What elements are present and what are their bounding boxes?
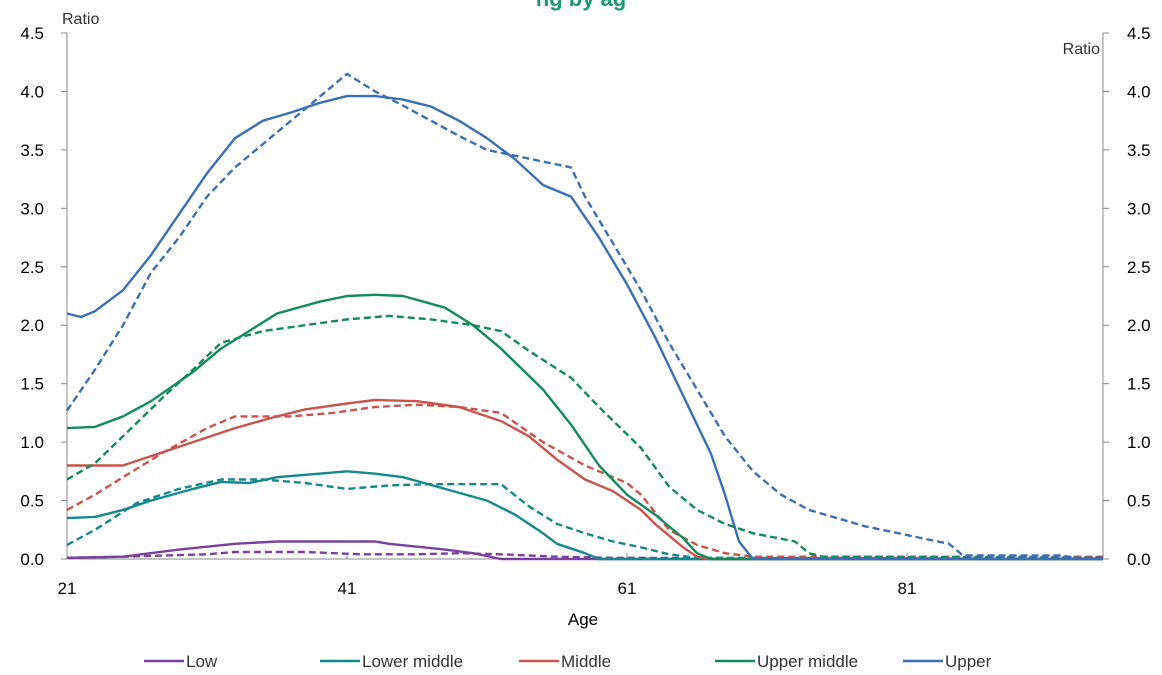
y-tick-label-left: 2.5: [20, 258, 44, 277]
y-tick-label-right: 4.5: [1127, 24, 1151, 43]
series-layer: [66, 72, 1104, 561]
y-axis-left-unit: Ratio: [62, 11, 99, 28]
x-tick-label: 81: [898, 579, 917, 598]
legend-label-middle: Middle: [561, 652, 611, 671]
y-tick-label-right: 2.5: [1127, 258, 1151, 277]
y-tick-label-right: 4.0: [1127, 82, 1151, 101]
y-tick-label-right: 1.5: [1127, 375, 1151, 394]
y-tick-label-left: 2.0: [20, 316, 44, 335]
axes: 0.0 0.0 0.5 0.5 1.0 1.0 1.5 1.5 2.0 2.0 2.5 2.5 3.0 3…: [20, 24, 1150, 598]
x-tick-label: 61: [618, 579, 637, 598]
y-tick-label-left: 3.0: [20, 199, 44, 218]
y-axis-right-unit: Ratio: [1063, 41, 1100, 58]
y-tick-label-right: 1.0: [1127, 433, 1151, 452]
series-line-middle-dashed: [66, 403, 1103, 558]
y-tick-label-left: 0.5: [20, 492, 44, 511]
y-tick-label-left: 1.0: [20, 433, 44, 452]
y-tick-label-right: 0.0: [1127, 550, 1151, 569]
chart-title: ng by ag: [536, 0, 626, 11]
y-tick-label-left: 4.0: [20, 82, 44, 101]
legend-label-upper-middle: Upper middle: [757, 652, 858, 671]
y-tick-label-left: 3.5: [20, 141, 44, 160]
y-tick-label-right: 2.0: [1127, 316, 1151, 335]
series-line-lower-middle-dashed: [66, 478, 1104, 561]
x-tick-label: 21: [58, 579, 77, 598]
series-line-upper-middle-dashed: [66, 314, 1104, 559]
y-tick-label-right: 3.5: [1127, 141, 1151, 160]
series-line-upper-dashed: [66, 72, 1103, 559]
x-tick-label: 41: [338, 579, 357, 598]
legend-label-low: Low: [186, 652, 218, 671]
legend: Low Lower middle Middle Upper middle Upper: [144, 652, 992, 671]
series-line-upper-solid: [66, 94, 1103, 561]
y-tick-label-left: 1.5: [20, 375, 44, 394]
y-tick-label-right: 0.5: [1127, 492, 1151, 511]
series-line-low-dashed: [66, 550, 1104, 561]
series-line-upper-middle-solid: [66, 293, 1103, 561]
series-line-lower-middle-solid: [66, 470, 1103, 561]
series-line-middle-solid: [67, 398, 1103, 561]
x-axis-label: Age: [568, 610, 598, 629]
legend-label-upper: Upper: [945, 652, 992, 671]
y-tick-label-left: 4.5: [20, 24, 44, 43]
y-tick-label-left: 0.0: [20, 550, 44, 569]
y-tick-label-right: 3.0: [1127, 199, 1151, 218]
legend-label-lower-middle: Lower middle: [362, 652, 463, 671]
